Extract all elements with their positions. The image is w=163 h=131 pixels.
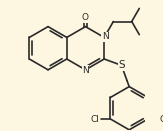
- Text: O: O: [82, 13, 89, 23]
- Text: S: S: [118, 60, 125, 70]
- Text: N: N: [102, 32, 109, 42]
- Text: Cl: Cl: [159, 115, 163, 124]
- Text: N: N: [82, 66, 89, 75]
- Text: Cl: Cl: [90, 115, 99, 124]
